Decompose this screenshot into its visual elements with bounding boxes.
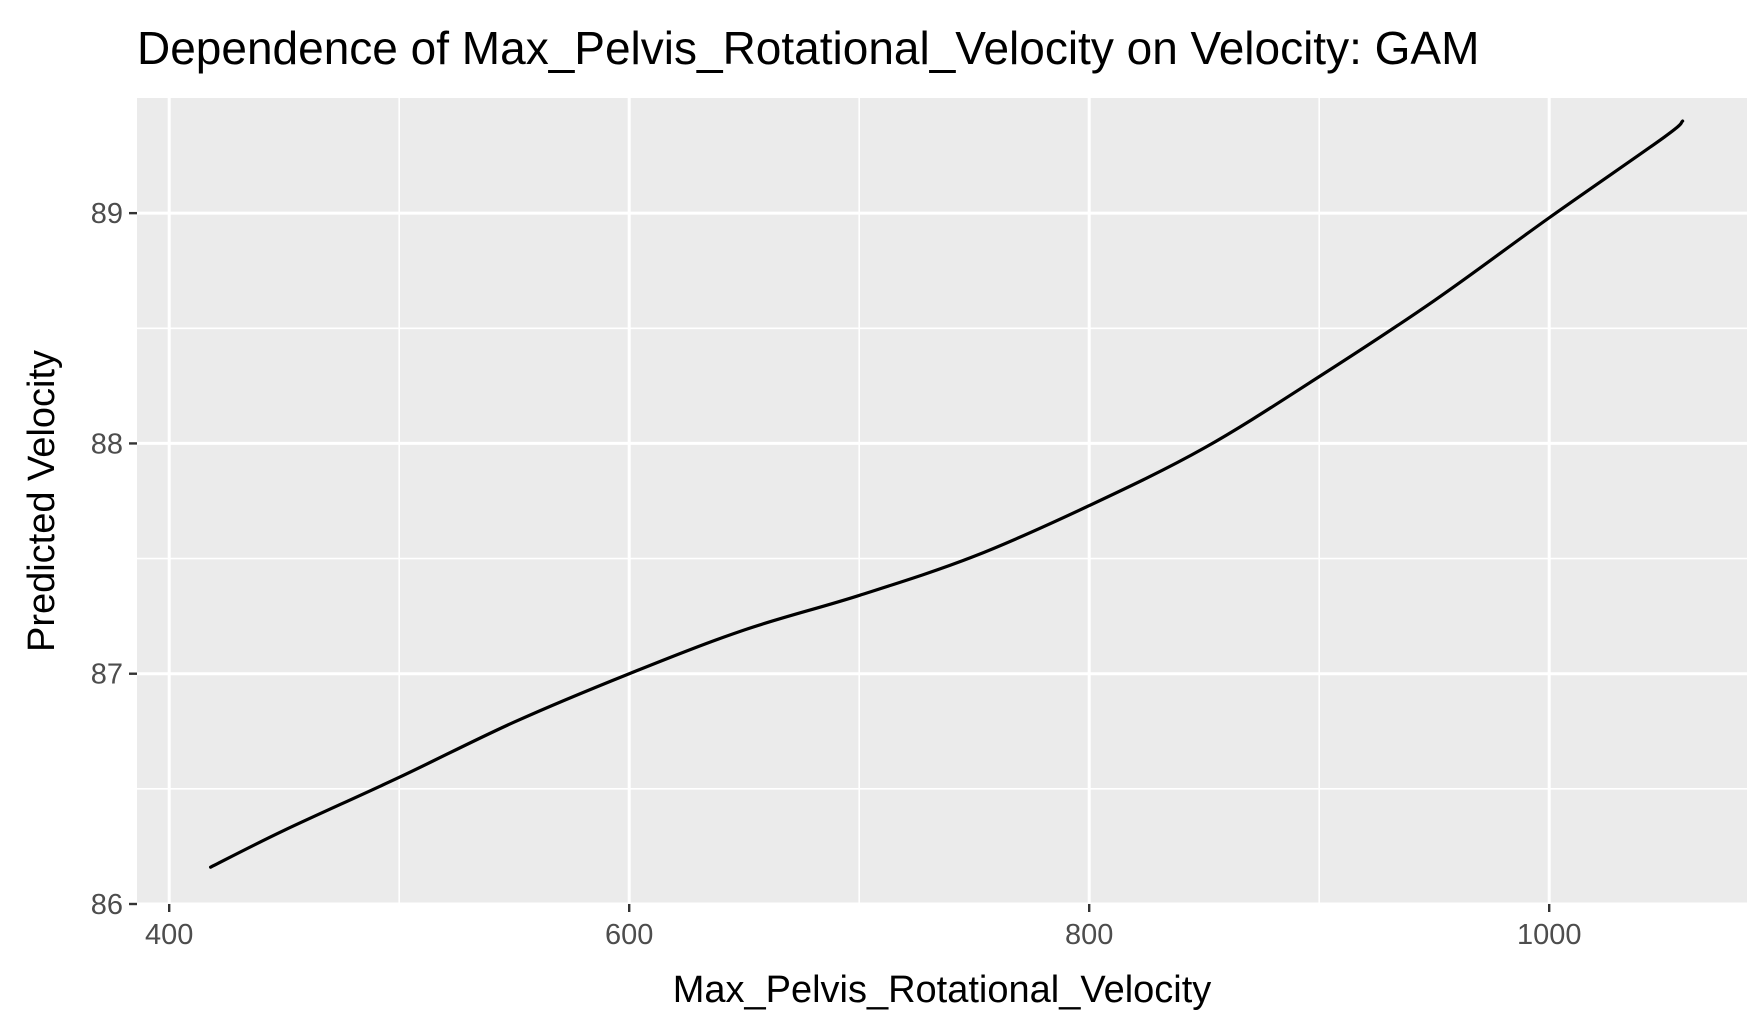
grid-major: [137, 98, 1747, 906]
grid-minor: [137, 98, 1747, 904]
x-axis: 400 600 800 1000: [145, 904, 1581, 951]
plot-panel: [137, 98, 1747, 904]
x-tick-label: 1000: [1517, 919, 1582, 951]
x-tick-label: 600: [605, 919, 653, 951]
y-axis: 86 87 88 89: [91, 198, 137, 921]
x-axis-title: Max_Pelvis_Rotational_Velocity: [673, 969, 1212, 1011]
x-tick-label: 800: [1065, 919, 1113, 951]
y-axis-title: Predicted Velocity: [21, 350, 63, 652]
chart-title: Dependence of Max_Pelvis_Rotational_Velo…: [137, 22, 1479, 74]
y-tick-label: 88: [91, 428, 123, 460]
y-tick-label: 87: [91, 659, 123, 691]
x-tick-label: 400: [145, 919, 193, 951]
y-tick-label: 86: [91, 889, 123, 921]
series-line: [209, 119, 1685, 869]
y-tick-label: 89: [91, 198, 123, 230]
